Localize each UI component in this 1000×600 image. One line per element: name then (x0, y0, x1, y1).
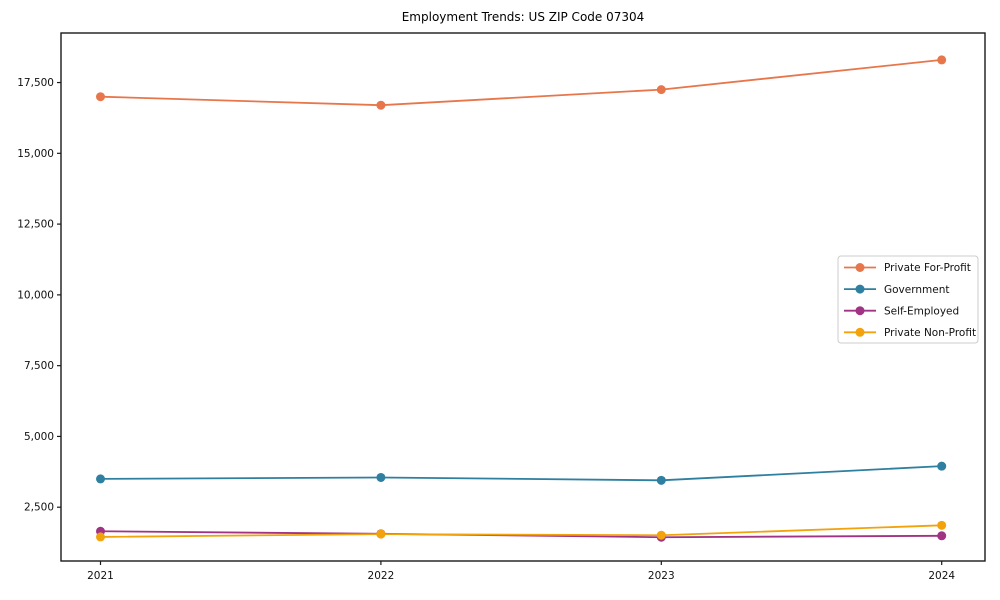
y-tick-label: 7,500 (24, 360, 54, 372)
legend-marker-icon (855, 327, 865, 337)
data-point-marker (376, 100, 386, 110)
data-point-marker (937, 55, 947, 65)
legend-item-private-non-profit: Private Non-Profit (844, 327, 976, 339)
legend-marker-icon (855, 263, 865, 272)
legend-marker-icon (855, 306, 865, 316)
series-private-for-profit (96, 55, 947, 110)
data-point-marker (937, 520, 947, 530)
legend-label: Government (884, 284, 949, 296)
chart-title: Employment Trends: US ZIP Code 07304 (402, 10, 645, 24)
plot-frame (60, 32, 986, 562)
series-line (99, 524, 943, 538)
series-government (96, 461, 947, 485)
legend-item-government: Government (844, 284, 949, 296)
legend-label: Private For-Profit (884, 262, 971, 274)
data-point-marker (96, 532, 105, 542)
data-point-marker (937, 461, 947, 471)
series-line (99, 465, 943, 482)
data-point-marker (937, 531, 947, 541)
x-axis-ticks: 2021 2022 2023 2024 (87, 561, 955, 582)
data-point-marker (656, 475, 666, 485)
axes-spines (60, 32, 986, 562)
data-point-marker (656, 530, 666, 540)
legend-label: Private Non-Profit (884, 327, 976, 339)
legend-marker-icon (855, 284, 865, 294)
data-point-marker (376, 529, 386, 539)
data-point-marker (96, 474, 105, 484)
y-axis-ticks: 2,500 5,000 7,500 10,000 12,500 15,000 17,500 (17, 77, 61, 514)
legend-item-private-for-profit: Private For-Profit (844, 262, 971, 274)
y-tick-label: 10,000 (17, 289, 54, 301)
x-tick-label: 2023 (648, 570, 675, 582)
y-tick-label: 15,000 (17, 148, 54, 160)
series-layer (96, 55, 947, 542)
series-line (99, 58, 943, 107)
y-tick-label: 17,500 (17, 77, 54, 89)
legend: Private For-Profit Government Self-Employe… (837, 255, 979, 344)
data-point-marker (96, 92, 105, 102)
legend-label: Self-Employed (884, 305, 959, 317)
y-tick-label: 5,000 (24, 431, 54, 443)
y-tick-label: 2,500 (24, 502, 54, 514)
y-tick-label: 12,500 (17, 219, 54, 231)
legend-item-self-employed: Self-Employed (844, 305, 959, 317)
series-private-non-profit (96, 520, 947, 542)
x-tick-label: 2022 (368, 570, 395, 582)
data-point-marker (656, 85, 666, 95)
legend-box (837, 255, 979, 344)
data-point-marker (376, 472, 386, 482)
x-tick-label: 2021 (87, 570, 114, 582)
x-tick-label: 2024 (928, 570, 955, 582)
